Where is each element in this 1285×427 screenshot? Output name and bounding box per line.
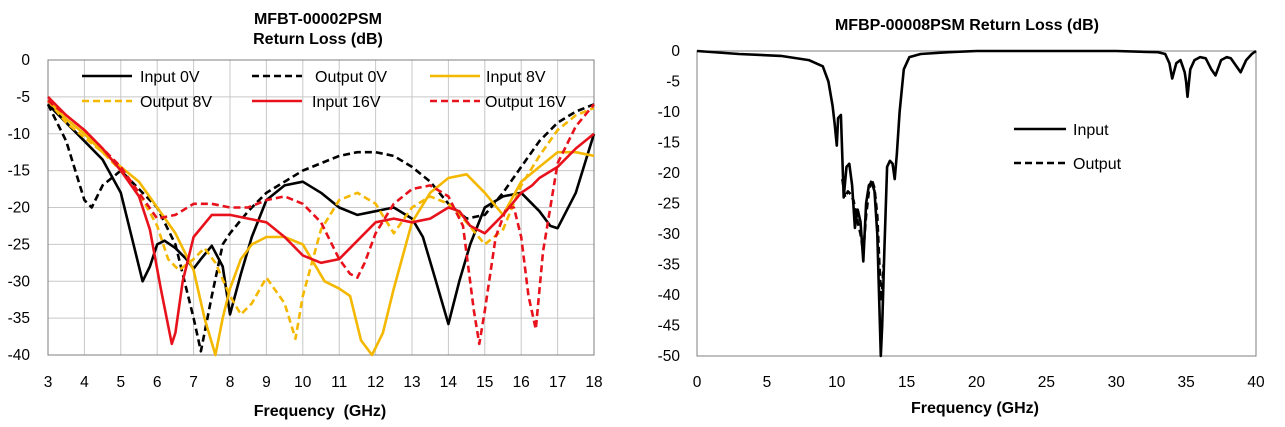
chart2-series-line [841,177,885,303]
chart1-y-tick-label: 0 [21,52,30,69]
chart1-x-tick-label: 3 [44,374,53,391]
chart2-x-tick-label: 35 [1178,374,1195,391]
chart1-legend-label: Output 8V [140,94,212,111]
chart2-y-tick-label: -15 [658,135,680,152]
chart2-y-tick-label: -10 [658,104,681,121]
chart2-x-tick-label: 0 [693,374,702,391]
chart1-y-tick-label: -30 [8,273,31,290]
chart2-x-tick-label: 30 [1108,374,1126,391]
chart1-series-line [47,103,596,326]
chart2-title: MFBP-00008PSM Return Loss (dB) [835,17,1099,34]
chart2-y-tick-label: -35 [658,257,680,274]
chart1-y-tick-label: -15 [8,163,30,180]
chart1-x-tick-label: 16 [513,374,530,391]
chart1-x-tick-label: 9 [262,374,271,391]
chart1-y-tick-label: -20 [8,200,31,217]
chart1-y-tick-label: -35 [8,310,30,327]
chart2-y-tick-label: -20 [658,165,681,182]
chart1-x-tick-label: 13 [403,374,420,391]
chart1-y-tick-label: -5 [16,89,30,106]
chart2-x-tick-label: 15 [898,374,915,391]
chart2-y-tick-label: -45 [658,318,680,335]
chart1-x-axis-label: Frequency (GHz) [254,403,386,420]
chart1-series-line [46,99,595,341]
chart2-x-tick-label: 20 [968,374,986,391]
chart1-x-tick-label: 18 [585,374,602,391]
chart2-x-axis-label: Frequency (GHz) [911,400,1039,417]
chart1-x-tick-label: 7 [189,374,198,391]
chart1-x-tick-label: 10 [294,374,312,391]
chart2-x-tick-label: 10 [828,374,846,391]
chart1-x-tick-label: 15 [476,374,493,391]
chart1-series-line [47,99,596,346]
chart2-y-tick-label: -30 [658,226,681,243]
chart1-x-tick-label: 11 [331,374,347,391]
chart2-x-tick-label: 5 [763,374,772,391]
chart1-x-tick-label: 6 [153,374,162,391]
chart1-legend-label: Input 16V [312,94,381,111]
chart2-y-tick-label: 0 [671,43,680,60]
chart2-x-tick-label: 25 [1038,374,1055,391]
chart1-legend-label: Input 0V [140,69,200,86]
chart1-x-tick-label: 8 [226,374,235,391]
chart2-series-line [696,49,1257,358]
chart1-y-tick-label: -10 [8,126,31,143]
chart1-x-tick-label: 12 [367,374,384,391]
chart2-legend-label: Input [1073,122,1109,139]
chart1-plot-frame [47,59,595,356]
chart1-x-tick-label: 17 [549,374,566,391]
chart2-y-tick-label: -5 [666,74,680,91]
chart1-legend-label: Output 0V [315,69,387,86]
chart2-y-tick-label: -40 [658,287,681,304]
chart1-legend-label: Input 8V [486,69,546,86]
chart1-y-tick-label: -25 [8,236,30,253]
chart1-title-line1: MFBT-00002PSM [254,11,382,28]
chart1-x-tick-label: 4 [80,374,89,391]
chart1-x-tick-label: 14 [440,374,458,391]
chart2-y-tick-label: -25 [658,196,680,213]
chart1-series-line [47,99,595,357]
chart1-legend-label: Output 16V [485,94,566,111]
chart1-y-tick-label: -40 [8,347,31,364]
chart1-title-line2: Return Loss (dB) [253,31,383,48]
chart2-y-tick-label: -50 [658,348,681,365]
chart2-x-tick-label: 40 [1247,374,1265,391]
chart2-legend-label: Output [1073,156,1122,173]
chart1-x-tick-label: 5 [116,374,125,391]
chart2-plot-frame [696,50,1257,357]
